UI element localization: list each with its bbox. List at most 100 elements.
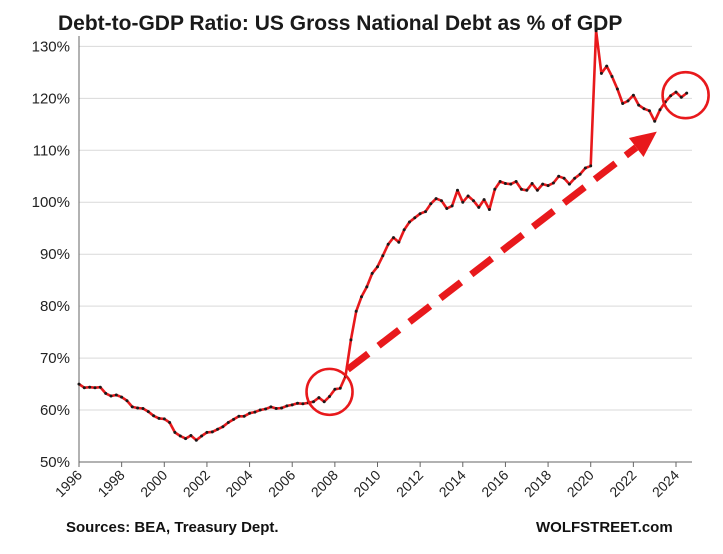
x-tick-label: 2004 <box>222 467 255 500</box>
data-point <box>136 406 140 410</box>
data-point <box>120 395 124 399</box>
x-tick-label: 2016 <box>478 467 511 500</box>
data-point <box>162 417 166 421</box>
x-tick-label: 2008 <box>308 467 341 500</box>
data-point <box>130 405 134 409</box>
data-point <box>557 174 561 178</box>
data-point <box>93 386 97 390</box>
data-point <box>290 403 294 407</box>
data-point <box>498 180 502 183</box>
x-tick-label: 1996 <box>52 467 85 500</box>
data-point <box>125 399 129 403</box>
data-point <box>573 176 577 180</box>
data-point <box>301 402 305 406</box>
y-tick-label: 50% <box>40 454 70 471</box>
data-point <box>210 430 214 434</box>
data-point <box>413 216 417 220</box>
data-point <box>98 385 102 389</box>
data-point <box>493 187 497 191</box>
data-point <box>280 406 284 410</box>
source-note: Sources: BEA, Treasury Dept. <box>66 519 279 536</box>
data-point <box>141 407 145 410</box>
data-point <box>317 396 321 400</box>
data-point <box>535 188 539 192</box>
data-point <box>653 119 657 123</box>
data-point <box>77 382 81 386</box>
data-point <box>376 265 379 269</box>
data-point <box>264 407 268 411</box>
data-point <box>328 395 331 398</box>
x-axis-tick-labels: 1996 1998 2000 2002 2004 2006 2008 2010 2012 2014… <box>52 467 682 500</box>
x-tick-label: 2018 <box>521 467 554 500</box>
data-point <box>338 386 342 390</box>
trend-arrow-head <box>628 131 657 157</box>
data-point <box>658 108 662 112</box>
data-point <box>610 75 614 78</box>
data-point <box>200 434 204 438</box>
data-point <box>248 411 252 415</box>
data-point <box>519 187 523 191</box>
data-point <box>285 404 289 408</box>
data-point <box>450 204 454 208</box>
data-point <box>194 438 198 442</box>
annotations <box>305 70 710 417</box>
data-point <box>605 64 609 68</box>
data-point <box>146 410 150 414</box>
data-point <box>253 410 257 414</box>
x-tick-label: 2000 <box>137 467 170 500</box>
x-tick-label: 2010 <box>350 467 383 500</box>
data-point <box>82 386 86 390</box>
data-point <box>626 99 630 103</box>
data-point <box>88 385 92 389</box>
data-point <box>685 91 689 95</box>
data-point <box>274 407 278 410</box>
data-point <box>237 414 241 418</box>
data-point <box>109 394 113 398</box>
data-point <box>541 182 545 186</box>
x-tick-label: 2024 <box>649 467 682 500</box>
data-point <box>445 207 449 210</box>
data-point <box>525 188 529 192</box>
data-point <box>205 430 209 434</box>
data-point <box>487 208 491 211</box>
data-point <box>583 166 587 170</box>
data-point <box>567 182 571 186</box>
axis-lines <box>78 36 692 467</box>
data-point <box>168 421 172 424</box>
chart-title: Debt-to-GDP Ratio: US Gross National Deb… <box>58 12 622 35</box>
data-point <box>679 95 683 99</box>
data-point <box>173 430 177 434</box>
y-tick-label: 110% <box>33 142 70 159</box>
data-point <box>333 387 337 391</box>
data-point <box>370 271 374 275</box>
data-point <box>477 205 481 209</box>
data-point <box>456 188 459 192</box>
data-point <box>226 421 230 424</box>
data-point <box>322 400 326 404</box>
data-point <box>296 401 299 405</box>
data-point <box>562 176 566 180</box>
y-tick-label: 120% <box>32 90 70 107</box>
grid-lines <box>79 45 692 411</box>
data-point <box>397 240 401 244</box>
data-point <box>631 93 635 97</box>
data-point <box>184 437 188 441</box>
data-point <box>152 414 156 418</box>
data-point <box>482 198 486 202</box>
data-point <box>621 102 625 105</box>
data-point <box>669 94 673 98</box>
series-line <box>77 29 689 442</box>
y-tick-label: 70% <box>40 350 70 367</box>
x-tick-label: 2014 <box>436 467 469 500</box>
x-tick-label: 1998 <box>94 467 127 500</box>
data-point <box>178 434 182 438</box>
trend-arrow-shaft <box>345 144 639 373</box>
data-point <box>386 242 390 246</box>
data-point <box>466 194 470 198</box>
data-point <box>578 172 582 176</box>
data-point <box>509 182 513 186</box>
x-tick-label: 2012 <box>393 467 426 500</box>
data-point <box>114 393 118 397</box>
data-point <box>514 180 518 183</box>
